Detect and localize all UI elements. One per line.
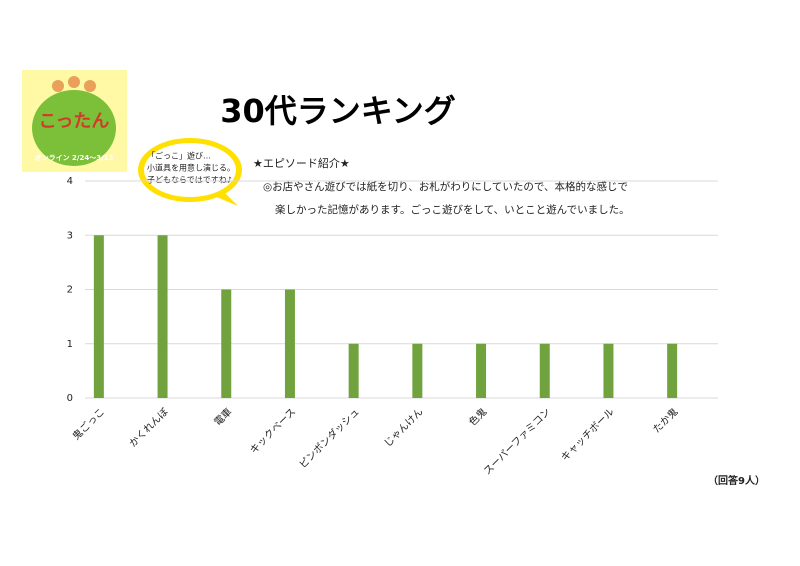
logo-subtitle: オンライン 2/24〜3/13 — [35, 154, 114, 162]
bar — [157, 235, 168, 398]
episode-line: 楽しかった記憶があります。ごっこ遊びをして、いとこと遊んでいました。 — [275, 203, 630, 216]
y-tick-label: 3 — [67, 230, 73, 241]
bar — [667, 343, 678, 398]
bubble-line: 「ごっこ」遊び… — [147, 151, 211, 161]
bar — [539, 343, 550, 398]
bubble-line: 子どもならではですね♪ — [147, 176, 232, 185]
note: （回答9人） — [708, 474, 765, 487]
bar — [348, 343, 359, 398]
x-tick-label: 色鬼 — [466, 405, 489, 428]
bubble-inner — [144, 143, 236, 197]
chart-title: 30代ランキング — [220, 92, 456, 130]
bar — [221, 289, 232, 398]
x-tick-label: キックベース — [248, 406, 299, 457]
bar — [603, 343, 614, 398]
logo-face — [68, 76, 80, 88]
bar — [284, 289, 295, 398]
x-tick-label: 電車 — [211, 405, 234, 428]
logo-title: こったん — [39, 111, 110, 132]
speech-bubble: 「ごっこ」遊び… 小道具を用意し演じる。 子どもならではですね♪ — [138, 138, 242, 206]
bar — [476, 343, 487, 398]
episode-line: ◎お店やさん遊びでは紙を切り、お札がわりにしていたので、本格的な感じで — [263, 180, 628, 193]
x-tick-label: かくれんぼ — [127, 406, 171, 450]
x-tick-label: ピンポンダッシュ — [296, 405, 362, 471]
logo: こったん オンライン 2/24〜3/13 — [22, 70, 127, 172]
x-tick-label: スーパーファミコン — [481, 406, 553, 478]
y-tick-label: 4 — [67, 176, 73, 187]
logo-face — [52, 80, 64, 92]
logo-blob — [32, 90, 116, 166]
x-tick-label: じゃんけん — [382, 406, 426, 450]
x-tick-label: たか鬼 — [650, 405, 680, 435]
episode-heading: ★エピソード紹介★ — [253, 157, 350, 170]
x-tick-label: 鬼ごっこ — [70, 405, 107, 442]
bar — [412, 343, 423, 398]
y-tick-label: 0 — [67, 393, 73, 404]
bar — [93, 235, 104, 398]
bubble-line: 小道具を用意し演じる。 — [147, 163, 235, 173]
y-tick-label: 1 — [67, 339, 73, 350]
x-tick-label: キャッチボール — [559, 406, 617, 464]
y-tick-label: 2 — [67, 285, 73, 296]
logo-face — [84, 80, 96, 92]
